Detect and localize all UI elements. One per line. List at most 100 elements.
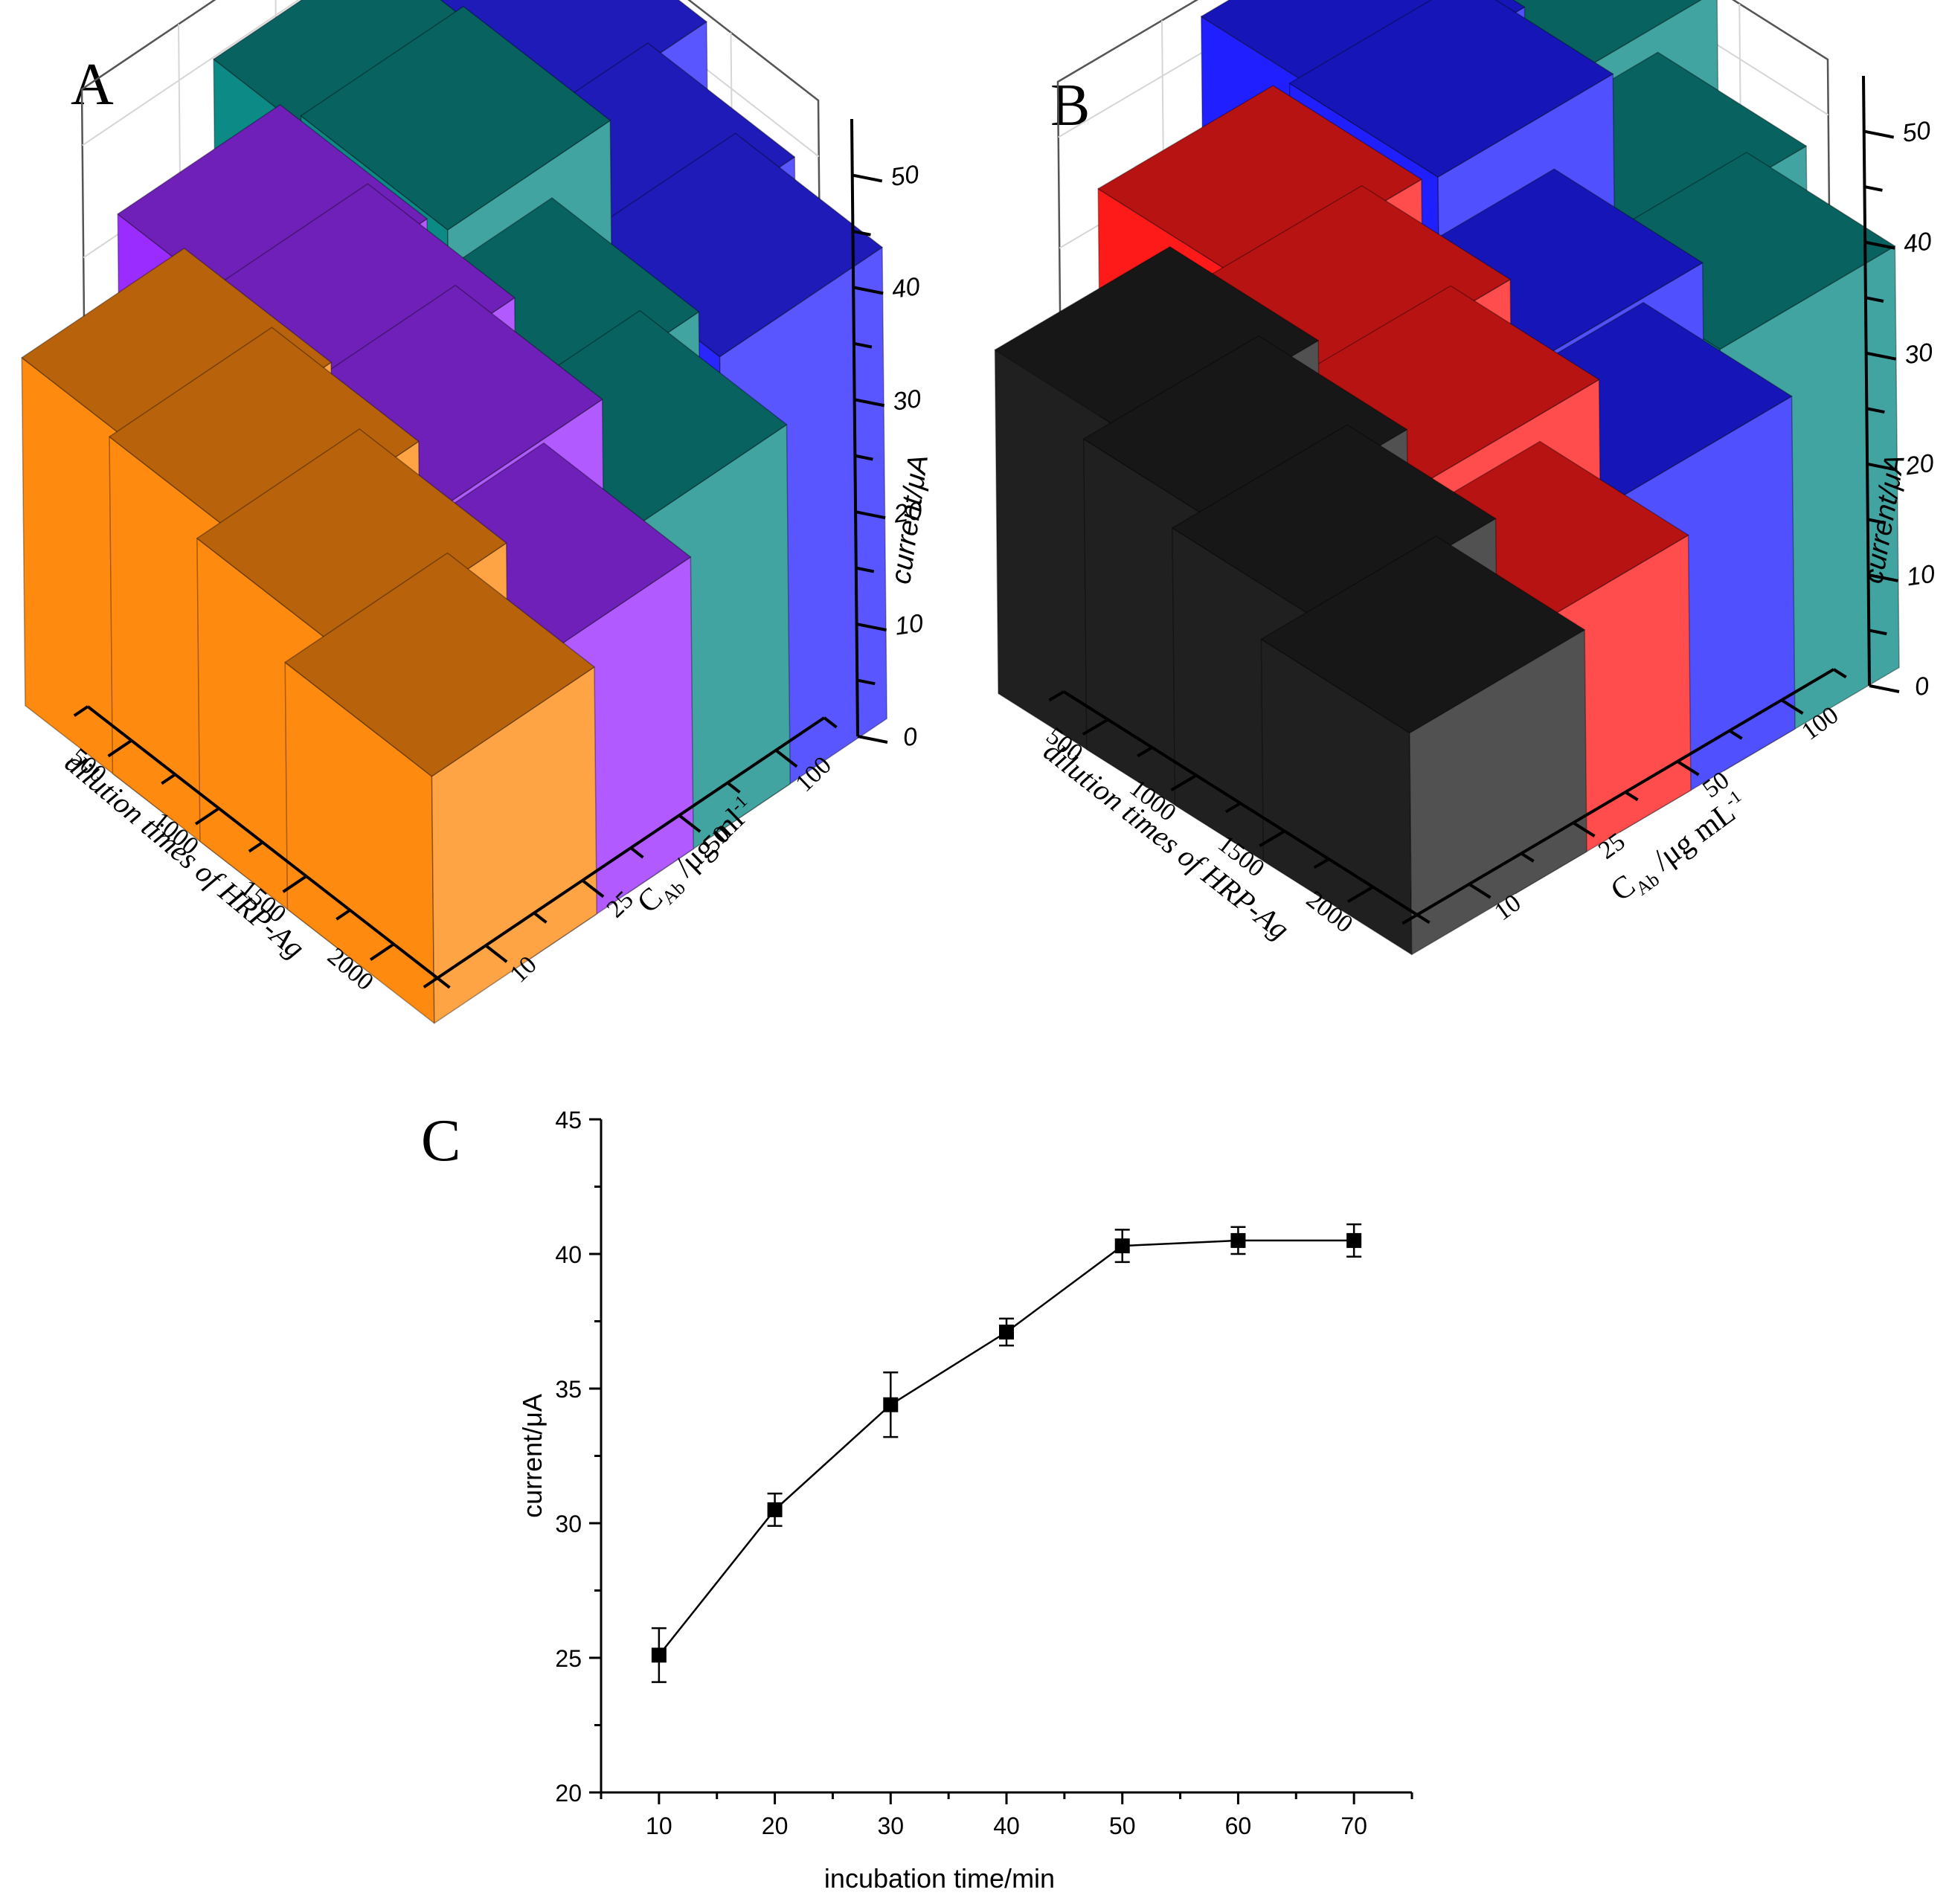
- panel-c-line-chart: C 20 25 30 35 40 45 10 20 30 40 50 60 70 incubation t…: [421, 1107, 1413, 1894]
- y-tick: [1468, 883, 1492, 899]
- y-tick-label: 45: [555, 1107, 582, 1133]
- y-axis-title: current/μA: [517, 1394, 548, 1518]
- z-tick-label: 30: [891, 385, 923, 416]
- y-minor-tick: [1832, 668, 1847, 679]
- x-tick-label: 10: [646, 1813, 672, 1839]
- x-tick-label: 70: [1340, 1813, 1367, 1839]
- bar-face-top: [1288, 0, 1614, 178]
- z-minor-tick: [853, 229, 871, 237]
- square-marker: [1346, 1232, 1362, 1248]
- x-tick-label: 60: [1225, 1813, 1252, 1839]
- y-tick: [1676, 760, 1700, 776]
- z-tick-label: 10: [1905, 560, 1937, 592]
- series-line: [658, 1239, 1355, 1656]
- x-minor-tick: [335, 909, 351, 921]
- z-minor-tick: [1866, 407, 1885, 414]
- x-minor-tick: [423, 977, 439, 988]
- y-minor-tick: [1520, 852, 1535, 863]
- z-minor-tick: [855, 566, 875, 573]
- x-tick: [1170, 774, 1198, 792]
- x-tick: [194, 807, 220, 826]
- y-tick: [581, 879, 605, 898]
- panel-c-letter: C: [421, 1108, 460, 1174]
- data-point-40: [999, 1317, 1014, 1347]
- y-tick: [678, 814, 701, 833]
- x-tick: [1347, 885, 1374, 904]
- z-minor-tick: [1864, 185, 1883, 192]
- bar-face-top: [196, 428, 507, 653]
- z-tick: [1866, 462, 1898, 472]
- bar-2000-10: [1260, 536, 1587, 956]
- y-minor-tick: [1416, 913, 1431, 924]
- z-tick-label: 30: [1903, 338, 1935, 370]
- bar-face-top: [300, 5, 611, 231]
- z-axis-line: [850, 118, 859, 737]
- bar-face-top: [1097, 85, 1422, 283]
- data-point-70: [1346, 1223, 1362, 1258]
- grid-line: [82, 0, 300, 147]
- y-minor-tick: [629, 846, 644, 859]
- x-tick-label: 20: [762, 1813, 789, 1839]
- z-minor-tick: [1867, 518, 1887, 525]
- z-tick: [1868, 573, 1898, 582]
- bar-face-top: [109, 327, 420, 552]
- z-minor-tick: [854, 454, 873, 461]
- bar-face-top: [994, 246, 1319, 445]
- x-tick: [107, 739, 132, 758]
- z-tick-label: 0: [901, 722, 919, 752]
- z-tick: [855, 510, 886, 520]
- data-point-50: [1114, 1229, 1130, 1264]
- bar-face-top: [1082, 335, 1408, 533]
- panel-b-letter: B: [1050, 73, 1090, 138]
- y-minor-tick: [533, 911, 548, 924]
- z-tick: [856, 623, 887, 632]
- z-axis-line: [1862, 75, 1871, 686]
- x-tick-label: 30: [877, 1813, 904, 1839]
- z-minor-tick: [856, 678, 876, 686]
- x-tick-label: 40: [993, 1813, 1020, 1839]
- x-minor-tick: [1224, 802, 1242, 814]
- z-tick-label: 0: [1913, 672, 1930, 701]
- x-axis-title: incubation time/min: [824, 1863, 1055, 1894]
- x-minor-tick: [1401, 913, 1419, 925]
- y-tick: [484, 944, 508, 963]
- bar-2000-10: [284, 552, 597, 1024]
- z-tick-label: 10: [893, 609, 925, 641]
- z-tick: [854, 398, 885, 408]
- z-tick: [1869, 684, 1900, 693]
- z-minor-tick: [853, 341, 873, 349]
- bar-face-top: [284, 552, 595, 777]
- z-tick: [853, 286, 884, 295]
- y-minor-tick: [726, 781, 741, 794]
- z-tick-label: 50: [1901, 116, 1933, 148]
- y-minor-tick: [1728, 729, 1743, 740]
- y-tick-label: 25: [555, 1645, 582, 1672]
- y-tick-label: 40: [555, 1241, 582, 1268]
- z-tick: [852, 173, 883, 183]
- x-minor-tick: [1313, 858, 1330, 869]
- x-tick: [282, 875, 307, 893]
- y-tick-label: 20: [555, 1780, 582, 1807]
- z-tick-label: 40: [890, 272, 922, 304]
- x-tick: [1082, 718, 1109, 736]
- x-tick: [1259, 829, 1285, 848]
- square-marker: [651, 1647, 667, 1663]
- z-tick: [857, 735, 888, 744]
- bars: [21, 0, 887, 1024]
- z-tick-label: 20: [891, 497, 924, 529]
- data-point-60: [1230, 1226, 1246, 1255]
- series-line-group: [651, 1223, 1362, 1683]
- square-marker: [767, 1502, 783, 1517]
- z-tick-label: 50: [889, 160, 921, 192]
- data-point-20: [767, 1492, 783, 1527]
- z-tick: [1864, 240, 1895, 250]
- y-minor-tick: [823, 716, 838, 729]
- y-tick-label: 35: [555, 1376, 582, 1403]
- bar-face-top: [1172, 424, 1497, 623]
- z-tick: [1863, 129, 1895, 139]
- x-minor-tick: [73, 705, 89, 717]
- z-axis-title: current/μA: [885, 453, 934, 586]
- y-minor-tick: [1624, 791, 1639, 802]
